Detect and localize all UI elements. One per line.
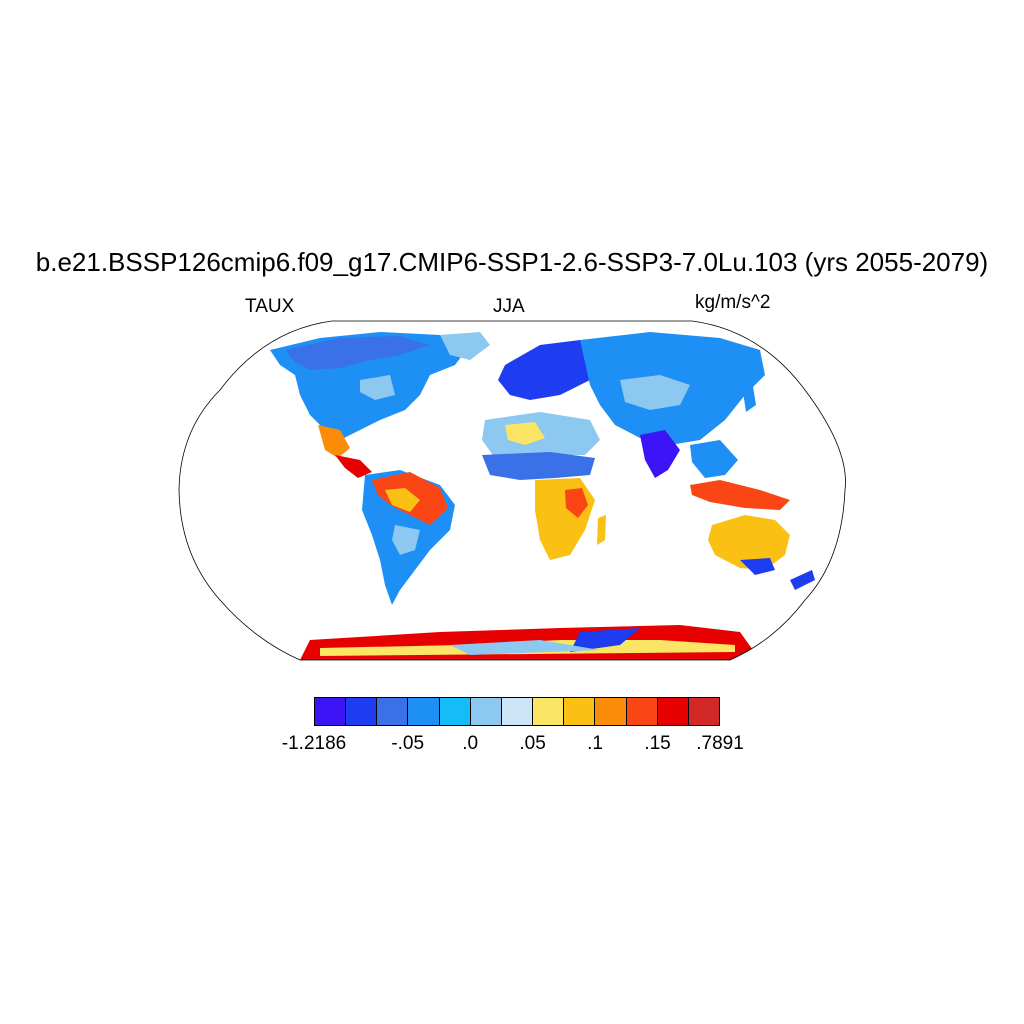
region-southern-africa [535,478,595,560]
region-amazon-core [385,488,420,512]
colorbar-label: .0 [462,733,479,754]
region-north-america-north [285,336,430,370]
colorbar-label: -.05 [391,733,425,754]
colorbar-label: .1 [587,733,603,754]
colorbar-box [688,698,720,725]
colorbar-box [626,698,658,725]
region-africa-hot [565,488,588,518]
region-australia-south [740,558,775,575]
region-japan [742,380,756,412]
colorbar-box [439,698,471,725]
region-sahel [482,452,595,480]
colorbar-box [377,698,409,725]
region-central-america [335,455,372,478]
region-india [640,430,680,478]
region-brazil-south [392,525,420,555]
region-madagascar [597,515,606,545]
region-hudson [360,375,395,400]
colorbar-label: .7891 [696,733,744,754]
colorbar-box [533,698,565,725]
map-boundary [178,320,846,661]
colorbar-box [501,698,534,725]
plot-title: b.e21.BSSP126cmip6.f09_g17.CMIP6-SSP1-2.… [35,247,989,277]
region-antarctica-blue [570,628,640,652]
region-australia [708,515,790,570]
variable-label: TAUX [245,296,295,317]
region-new-zealand [790,570,815,590]
region-mexico [318,425,350,458]
region-indonesia [690,480,790,510]
colorbar-label: .05 [519,733,546,754]
colorbar-box [564,698,596,725]
colorbar-box [315,698,347,725]
region-sahara [505,422,545,445]
colorbar-label: -1.2186 [281,733,347,754]
region-asia-central [620,375,690,410]
region-antarctica-light [450,640,600,655]
colorbar-box [657,698,689,725]
colorbar-labels: -1.2186 -.05 .0 .05 .1 .15 .7891 [0,733,1024,759]
region-europe [498,340,600,400]
region-southeast-asia [690,440,738,478]
colorbar-box [408,698,440,725]
colorbar-box [595,698,627,725]
region-greenland [440,332,490,360]
colorbar [314,697,720,726]
season-label: JJA [493,296,525,317]
colorbar-box [346,698,378,725]
units-label: kg/m/s^2 [695,292,771,313]
colorbar-label: .15 [644,733,671,754]
colorbar-box [470,698,502,725]
